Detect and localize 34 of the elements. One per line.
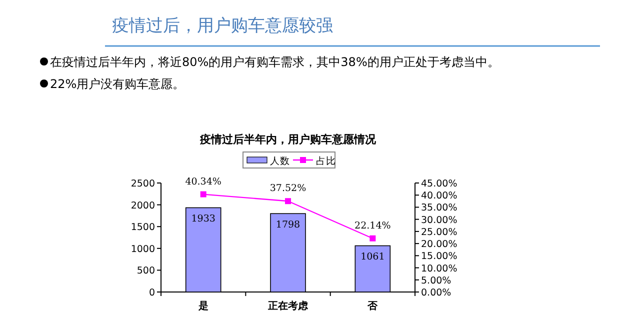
y2-tick-label: 5.00% — [421, 275, 452, 286]
y2-tick-label: 10.00% — [421, 263, 458, 274]
chart-title: 疫情过后半年内，用户购车意愿情况 — [199, 133, 377, 146]
data-label: 1061 — [360, 252, 385, 263]
x-tick-label: 正在考虑 — [267, 300, 309, 312]
y2-tick-label: 25.00% — [421, 226, 458, 238]
y2-tick-label: 30.00% — [421, 214, 458, 226]
y2-tick-label: 40.00% — [421, 190, 458, 202]
text: 疫情过后，用户购车意愿较强 — [112, 16, 333, 36]
data-label: 37.52% — [270, 183, 306, 194]
x-tick-label: 否 — [366, 301, 379, 312]
y2-tick-label: 20.00% — [421, 239, 458, 250]
legend-label: 占比 — [316, 155, 336, 167]
legend-label: 人数 — [270, 156, 290, 167]
y2-tick-label: 45.00% — [421, 178, 458, 190]
x-tick-label: 是 — [197, 300, 208, 312]
y-tick-label: 0 — [148, 288, 155, 298]
y-tick-label: 2500 — [130, 178, 155, 190]
text: 在疫情过后半年内，将近80%的用户有购车需求，其中38%的用户正处于考虑当中。 — [50, 55, 500, 69]
point — [370, 235, 376, 242]
data-label: 1933 — [191, 214, 216, 225]
y-tick-label: 2000 — [130, 200, 155, 212]
point — [200, 191, 206, 198]
y2-tick-label: 15.00% — [421, 251, 458, 262]
data-label: 40.34% — [185, 176, 222, 188]
y-tick-label: 1000 — [130, 244, 155, 255]
data-label: 22.14% — [354, 220, 391, 232]
y-tick-label: 1500 — [130, 222, 155, 234]
point — [285, 198, 291, 204]
y2-tick-label: 0.00% — [421, 288, 452, 298]
text: 22%用户没有购车意愿。 — [50, 77, 185, 91]
y-tick-label: 500 — [136, 266, 155, 277]
data-label: 1798 — [276, 220, 300, 231]
y2-tick-label: 35.00% — [421, 202, 458, 214]
